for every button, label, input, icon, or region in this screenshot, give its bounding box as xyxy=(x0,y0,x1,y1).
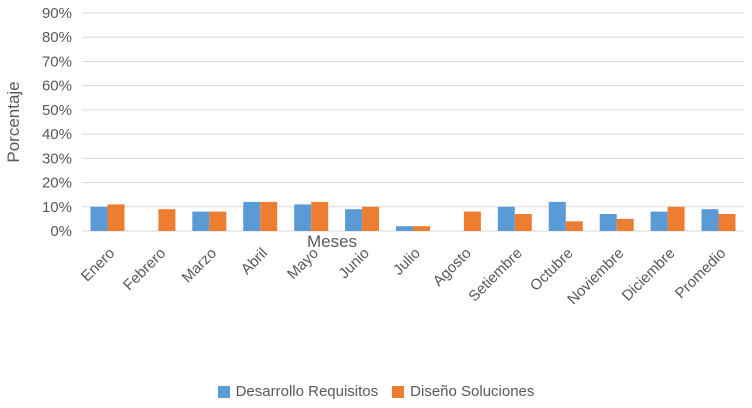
x-tick-label: Diciembre xyxy=(619,245,679,305)
x-tick-label: Abril xyxy=(238,245,271,278)
bar-desarrollo-junio xyxy=(345,209,363,231)
bar-diseno-julio xyxy=(413,226,430,231)
bar-desarrollo-promedio xyxy=(701,209,719,231)
bar-desarrollo-noviembre xyxy=(599,214,617,231)
legend-label: Diseño Soluciones xyxy=(410,383,535,400)
bar-desarrollo-enero xyxy=(90,206,108,231)
bar-diseno-enero xyxy=(107,204,125,231)
bar-diseno-febrero xyxy=(158,209,176,231)
y-tick-label: 0% xyxy=(50,223,72,240)
y-tick-label: 70% xyxy=(42,53,72,70)
legend-swatch xyxy=(392,385,405,398)
y-tick-label: 60% xyxy=(42,78,72,95)
bar-desarrollo-abril xyxy=(243,201,261,231)
y-tick-label: 30% xyxy=(42,150,72,167)
x-axis-ticks: Enero Febrero Marzo Abril Mayo Junio Julio Agos… xyxy=(78,245,729,308)
x-tick-label: Promedio xyxy=(672,245,729,302)
y-tick-label: 40% xyxy=(42,126,72,143)
bar-chart: 0% 10% 20% 30% 40% 50% 60% 70% 80% 90% Enero Febre… xyxy=(4,5,744,308)
bar-diseno-marzo xyxy=(209,211,227,231)
bar-desarrollo-julio xyxy=(396,226,413,231)
x-tick-label: Febrero xyxy=(120,245,169,294)
bar-diseno-agosto xyxy=(463,211,481,231)
y-axis-title: Porcentaje xyxy=(4,81,23,162)
y-axis-ticks: 0% 10% 20% 30% 40% 50% 60% 70% 80% 90% xyxy=(42,5,72,240)
x-tick-label: Marzo xyxy=(179,245,220,286)
bar-diseno-promedio xyxy=(718,214,736,231)
bar-desarrollo-mayo xyxy=(294,204,312,231)
gridlines xyxy=(82,12,744,232)
y-tick-label: 50% xyxy=(42,102,72,119)
bar-desarrollo-marzo xyxy=(192,211,210,231)
bar-diseno-abril xyxy=(260,201,278,231)
x-tick-label: Octubre xyxy=(527,245,577,295)
bar-diseno-noviembre xyxy=(616,218,634,231)
bar-diseno-junio xyxy=(362,206,380,231)
bar-diseno-octubre xyxy=(565,221,583,231)
legend-item: Diseño Soluciones xyxy=(392,383,534,400)
legend-label: Desarrollo Requisitos xyxy=(235,383,379,400)
y-tick-label: 80% xyxy=(42,29,72,46)
bar-diseno-diciembre xyxy=(667,206,685,231)
bars xyxy=(90,201,736,231)
legend-item: Desarrollo Requisitos xyxy=(217,383,379,400)
bar-diseno-mayo xyxy=(311,201,329,231)
legend-swatch xyxy=(217,385,230,398)
y-tick-label: 90% xyxy=(42,5,72,22)
x-axis-title: Meses xyxy=(307,232,357,251)
x-tick-label: Agosto xyxy=(430,245,475,290)
legend: Desarrollo Requisitos Diseño Soluciones xyxy=(0,383,752,400)
y-tick-label: 20% xyxy=(42,175,72,192)
x-tick-label: Setiembre xyxy=(465,245,525,305)
x-tick-label: Enero xyxy=(78,245,118,285)
bar-diseno-setiembre xyxy=(514,214,532,231)
bar-desarrollo-octubre xyxy=(548,201,566,231)
x-tick-label: Julio xyxy=(390,245,424,279)
y-tick-label: 10% xyxy=(42,199,72,216)
bar-desarrollo-diciembre xyxy=(650,211,668,231)
bar-desarrollo-setiembre xyxy=(497,206,515,231)
